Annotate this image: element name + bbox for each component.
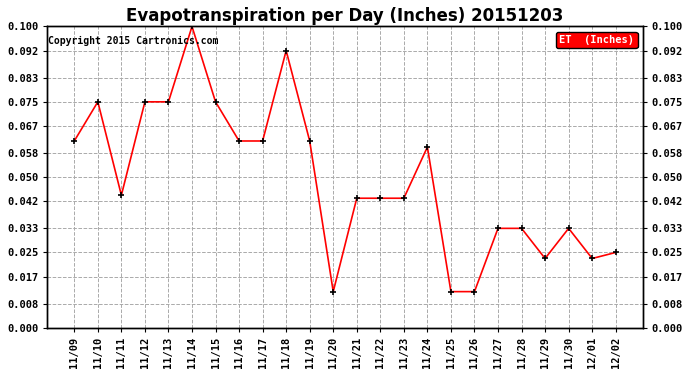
Title: Evapotranspiration per Day (Inches) 20151203: Evapotranspiration per Day (Inches) 2015…: [126, 7, 564, 25]
Legend: ET  (Inches): ET (Inches): [556, 32, 638, 48]
Text: Copyright 2015 Cartronics.com: Copyright 2015 Cartronics.com: [48, 36, 218, 46]
